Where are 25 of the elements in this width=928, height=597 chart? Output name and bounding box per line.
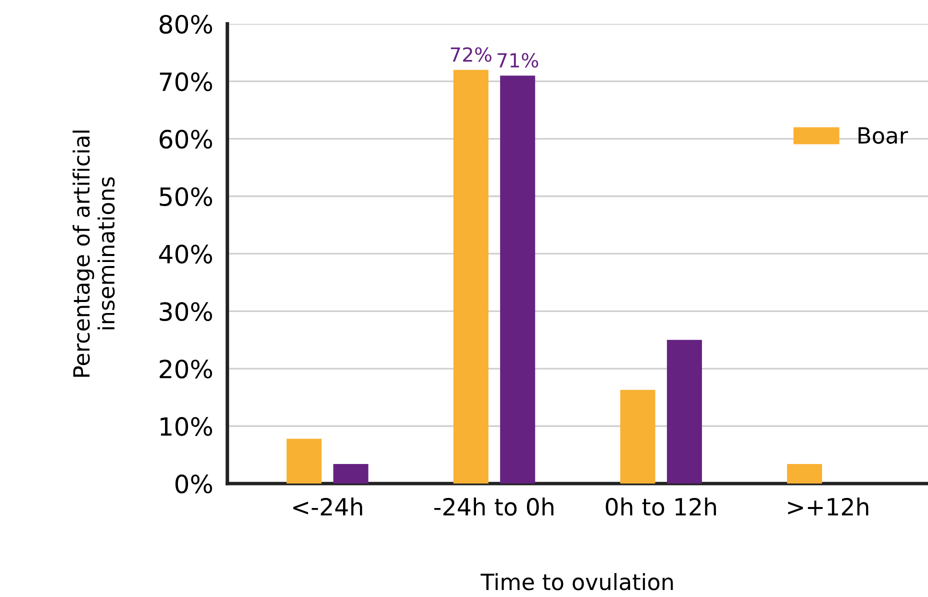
- y-tick-label: 70%: [160, 72, 212, 92]
- y-tick-label: 20%: [160, 360, 212, 378]
- y-tick-label: 60%: [160, 130, 212, 149]
- data-label: 72%: [450, 47, 492, 62]
- y-tick-label: 10%: [160, 417, 212, 436]
- y-tick-label: 80%: [160, 14, 212, 34]
- bar: [333, 464, 368, 484]
- y-tick-label: 30%: [160, 302, 212, 322]
- bar: [500, 76, 536, 484]
- y-axis-title: Percentage of artificial inseminations: [72, 130, 115, 377]
- y-tick-label: 0%: [175, 474, 212, 494]
- x-axis-title: Time to ovulation: [480, 573, 673, 590]
- y-tick-label: 40%: [159, 244, 212, 264]
- x-tick-label: <-24h: [293, 497, 362, 516]
- legend-label: Boar: [858, 127, 908, 144]
- y-tick-label: 50%: [160, 187, 212, 206]
- x-tick-label: 0h to 12h: [606, 497, 716, 516]
- bar: [620, 390, 656, 484]
- data-label: 71%: [498, 52, 538, 68]
- bar: [666, 340, 702, 484]
- bar: [787, 464, 822, 484]
- bar: [453, 70, 488, 484]
- x-tick-label: -24h to 0h: [434, 497, 554, 516]
- x-tick-label: >+12h: [788, 497, 868, 516]
- bar: [286, 438, 322, 484]
